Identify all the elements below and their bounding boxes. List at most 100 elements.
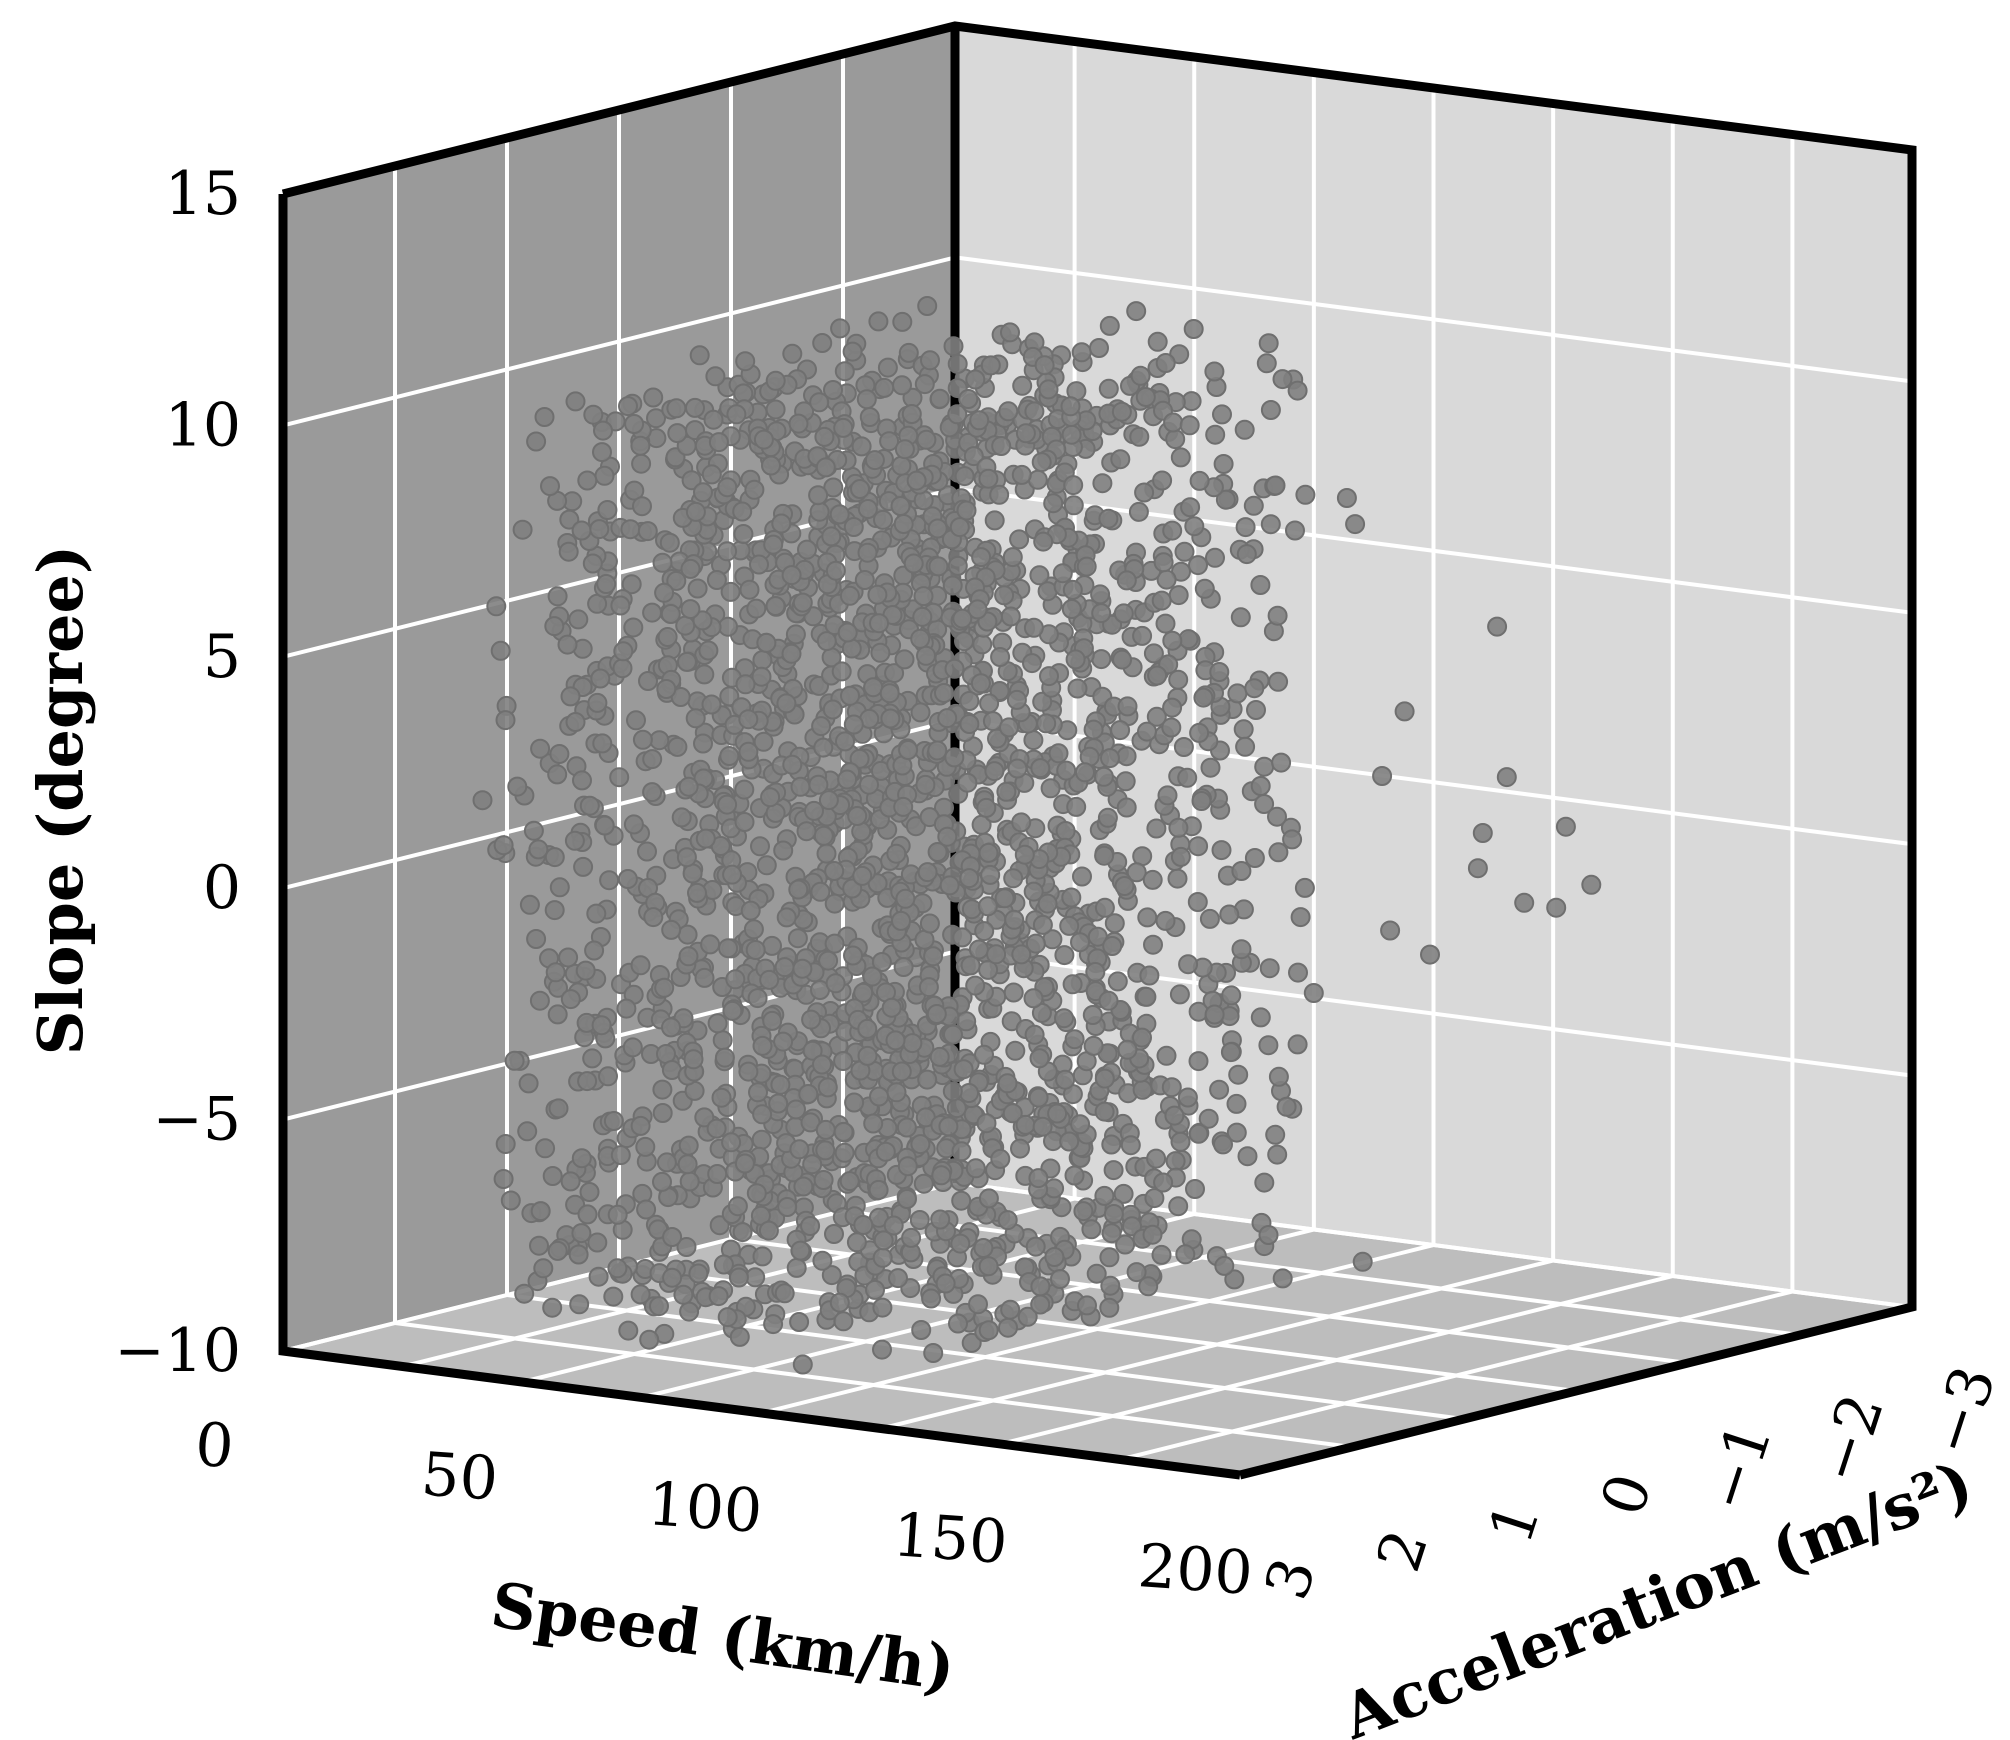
data-point xyxy=(840,685,860,706)
data-point xyxy=(677,1154,698,1175)
data-point xyxy=(857,542,878,563)
data-point xyxy=(548,1098,569,1119)
data-point xyxy=(788,413,809,434)
data-point xyxy=(1062,974,1083,995)
data-point xyxy=(862,966,883,987)
data-point xyxy=(1380,920,1401,941)
data-point xyxy=(735,674,756,695)
data-point xyxy=(564,830,585,851)
data-point xyxy=(679,1301,700,1322)
data-point xyxy=(1061,599,1082,619)
data-point xyxy=(1097,807,1118,828)
data-point xyxy=(1155,910,1176,931)
data-point xyxy=(577,470,598,491)
data-point xyxy=(991,436,1012,456)
data-point xyxy=(931,1165,952,1186)
data-point xyxy=(1221,985,1242,1006)
data-point xyxy=(676,847,697,868)
data-point xyxy=(831,661,852,682)
data-point xyxy=(1062,579,1083,600)
z-tick-label: 0 xyxy=(203,853,241,923)
data-point xyxy=(1060,396,1081,417)
data-point xyxy=(1130,365,1151,386)
data-point xyxy=(813,825,834,846)
data-point xyxy=(852,865,873,886)
data-point xyxy=(776,907,797,928)
data-point xyxy=(1581,874,1602,895)
data-point xyxy=(1161,717,1182,738)
data-point xyxy=(1112,649,1133,670)
data-point xyxy=(676,651,697,672)
data-point xyxy=(1094,1101,1115,1122)
data-point xyxy=(1036,713,1057,734)
data-point xyxy=(834,1142,855,1163)
data-point xyxy=(865,1279,885,1300)
data-point xyxy=(1038,379,1059,400)
data-point xyxy=(1228,1064,1249,1085)
data-point xyxy=(1230,607,1251,628)
data-point xyxy=(638,671,658,691)
data-point xyxy=(728,1267,749,1288)
data-point xyxy=(898,740,919,760)
gridline-floor-acc xyxy=(394,1321,1353,1449)
data-point xyxy=(1213,454,1234,474)
data-point xyxy=(833,1311,854,1332)
data-point xyxy=(877,357,898,378)
data-point xyxy=(1129,426,1150,447)
data-point xyxy=(901,1227,922,1248)
data-point xyxy=(584,940,605,961)
data-point xyxy=(843,714,864,735)
data-point xyxy=(1189,722,1210,743)
data-point xyxy=(989,484,1010,505)
data-point xyxy=(929,1046,950,1067)
z-tick-label: 15 xyxy=(165,159,241,229)
data-point xyxy=(589,519,610,540)
data-point xyxy=(1170,1131,1191,1152)
data-point xyxy=(843,517,864,537)
data-point xyxy=(652,552,673,573)
data-point xyxy=(1185,1179,1205,1199)
data-point xyxy=(829,504,850,525)
data-point xyxy=(1093,766,1114,787)
data-point xyxy=(952,608,973,629)
data-point xyxy=(879,683,900,704)
data-point xyxy=(1017,1306,1038,1327)
data-point xyxy=(921,1288,942,1309)
data-point xyxy=(796,821,817,842)
data-point xyxy=(946,1098,967,1119)
data-point xyxy=(763,534,784,555)
data-point xyxy=(1098,990,1119,1011)
data-point xyxy=(859,774,879,795)
data-point xyxy=(490,640,511,661)
data-point xyxy=(959,868,980,889)
data-point xyxy=(620,519,641,540)
data-point xyxy=(830,318,851,339)
data-point xyxy=(575,960,596,981)
z-axis-title: Slope (degree) xyxy=(24,545,97,1055)
data-point xyxy=(978,1188,999,1209)
data-point xyxy=(837,622,858,643)
data-point xyxy=(1244,848,1265,868)
data-point xyxy=(774,1283,795,1304)
chart-gridlines xyxy=(281,24,1914,1477)
data-point xyxy=(637,841,657,862)
data-point xyxy=(1070,1114,1091,1135)
data-point xyxy=(787,928,808,949)
data-point xyxy=(1231,861,1252,881)
data-point xyxy=(568,1244,589,1265)
data-point xyxy=(677,924,698,945)
data-point xyxy=(1155,613,1176,634)
data-point xyxy=(1075,762,1095,783)
data-point xyxy=(577,1071,598,1092)
data-point xyxy=(1132,625,1153,646)
data-point xyxy=(1288,962,1308,983)
data-point xyxy=(1250,1007,1271,1028)
data-point xyxy=(592,733,613,754)
data-point xyxy=(544,616,565,637)
data-point xyxy=(793,1176,814,1197)
data-point xyxy=(671,807,692,828)
data-point xyxy=(618,396,638,417)
data-point xyxy=(1015,1114,1036,1135)
data-point xyxy=(1151,1244,1172,1265)
data-point xyxy=(579,795,600,816)
